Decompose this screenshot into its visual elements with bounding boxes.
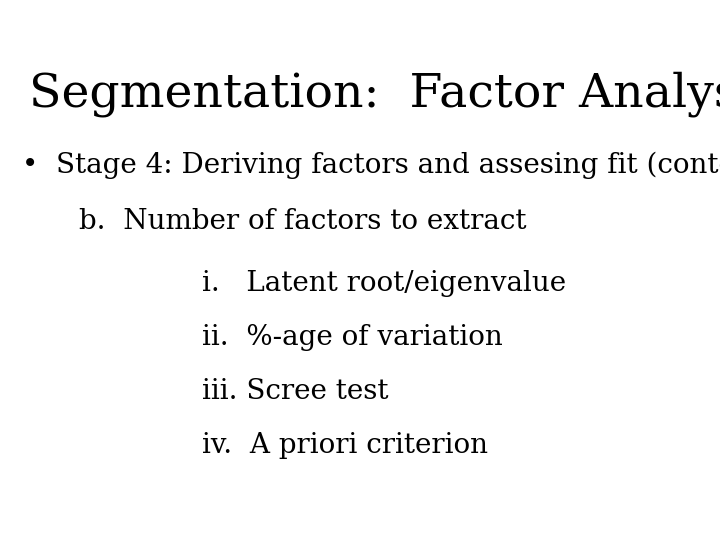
Text: ii.  %-age of variation: ii. %-age of variation	[202, 324, 503, 351]
Text: b.  Number of factors to extract: b. Number of factors to extract	[79, 208, 527, 235]
Text: i.   Latent root/eigenvalue: i. Latent root/eigenvalue	[202, 270, 566, 297]
Text: iii. Scree test: iii. Scree test	[202, 378, 388, 405]
Text: iv.  A priori criterion: iv. A priori criterion	[202, 432, 487, 459]
Text: Segmentation:  Factor Analysis(contd.): Segmentation: Factor Analysis(contd.)	[29, 70, 720, 117]
Text: •  Stage 4: Deriving factors and assesing fit (contd.).: • Stage 4: Deriving factors and assesing…	[22, 151, 720, 179]
